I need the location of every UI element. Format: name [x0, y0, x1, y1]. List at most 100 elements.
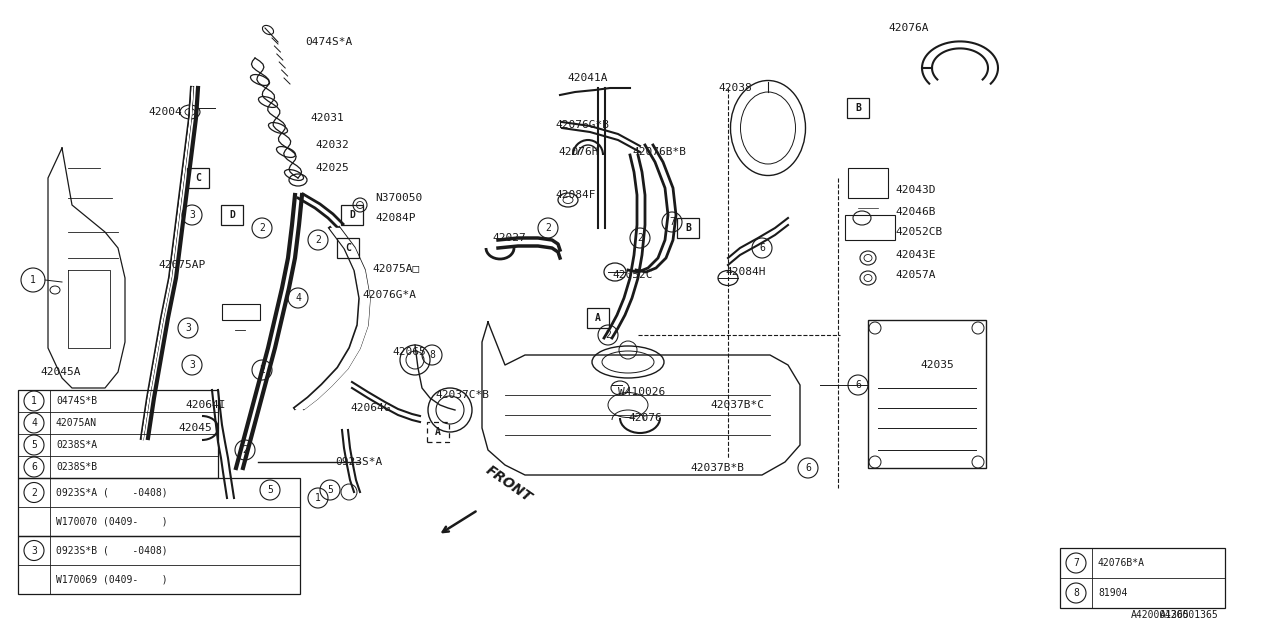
Bar: [221, 205, 243, 225]
Text: 2: 2: [259, 223, 265, 233]
Text: 42076G*B: 42076G*B: [556, 120, 609, 130]
Text: 42084H: 42084H: [724, 267, 765, 277]
Bar: [847, 98, 869, 118]
Text: 2: 2: [545, 223, 550, 233]
Bar: [18, 536, 300, 594]
Text: 5: 5: [268, 485, 273, 495]
Text: 42043E: 42043E: [895, 250, 936, 260]
Text: 2: 2: [259, 365, 265, 375]
Text: C: C: [195, 173, 201, 183]
Text: 42076B*A: 42076B*A: [1098, 558, 1146, 568]
Text: 42076A: 42076A: [888, 23, 928, 33]
Text: 42037B*C: 42037B*C: [710, 400, 764, 410]
Text: 42046B: 42046B: [895, 207, 936, 217]
Text: B: B: [685, 223, 691, 233]
Text: 1: 1: [31, 396, 37, 406]
Text: 2: 2: [242, 445, 248, 455]
Text: 2: 2: [605, 330, 611, 340]
Text: 42076B*B: 42076B*B: [632, 147, 686, 157]
Text: 42052C: 42052C: [612, 270, 653, 280]
Text: A420001365: A420001365: [1160, 610, 1219, 620]
Bar: [845, 215, 895, 240]
Text: 42035: 42035: [920, 360, 954, 370]
Bar: [849, 168, 888, 198]
Text: 6: 6: [855, 380, 861, 390]
Text: 6: 6: [759, 243, 765, 253]
Text: 3: 3: [189, 210, 195, 220]
Text: 42084P: 42084P: [375, 213, 416, 223]
Text: 2: 2: [31, 488, 37, 497]
Text: 5: 5: [328, 485, 333, 495]
Bar: [221, 304, 260, 320]
Bar: [340, 205, 364, 225]
Text: W170070 (0409-    ): W170070 (0409- ): [56, 516, 168, 527]
Text: W410026: W410026: [618, 387, 666, 397]
Text: D: D: [349, 210, 355, 220]
Text: 0238S*B: 0238S*B: [56, 462, 97, 472]
Text: 42052CB: 42052CB: [895, 227, 942, 237]
Text: 42076G*A: 42076G*A: [362, 290, 416, 300]
Text: 42076H: 42076H: [558, 147, 599, 157]
Text: 0238S*A: 0238S*A: [56, 440, 97, 450]
Text: 42075A□: 42075A□: [372, 263, 420, 273]
Text: 6: 6: [31, 462, 37, 472]
Text: C: C: [346, 243, 351, 253]
Text: 0923S*B (    -0408): 0923S*B ( -0408): [56, 545, 168, 556]
Text: 8: 8: [1073, 588, 1079, 598]
Text: 81904: 81904: [1098, 588, 1128, 598]
Text: 0474S*B: 0474S*B: [56, 396, 97, 406]
Text: FRONT: FRONT: [483, 463, 535, 505]
Text: 0923S*A (    -0408): 0923S*A ( -0408): [56, 488, 168, 497]
Text: 42045: 42045: [178, 423, 211, 433]
Text: A: A: [595, 313, 600, 323]
Text: 42032: 42032: [315, 140, 348, 150]
Bar: [18, 390, 218, 478]
Text: 42075AN: 42075AN: [56, 418, 97, 428]
Text: 2: 2: [637, 233, 643, 243]
Text: 42038: 42038: [718, 83, 751, 93]
Text: 42045A: 42045A: [40, 367, 81, 377]
Text: 42076: 42076: [628, 413, 662, 423]
Bar: [187, 168, 209, 188]
Text: 3: 3: [189, 360, 195, 370]
Text: 42075AP: 42075AP: [157, 260, 205, 270]
Text: 5: 5: [31, 440, 37, 450]
Text: 42084F: 42084F: [556, 190, 595, 200]
Text: 0923S*A: 0923S*A: [335, 457, 383, 467]
Text: 42004: 42004: [148, 107, 182, 117]
Text: 42057A: 42057A: [895, 270, 936, 280]
Text: 42031: 42031: [310, 113, 344, 123]
Text: 7: 7: [669, 217, 675, 227]
Text: A420001365: A420001365: [1130, 610, 1189, 620]
Text: B: B: [855, 103, 861, 113]
Text: 1: 1: [29, 275, 36, 285]
Text: 42043D: 42043D: [895, 185, 936, 195]
Text: 42064I: 42064I: [186, 400, 225, 410]
Text: 2: 2: [315, 235, 321, 245]
Text: W170069 (0409-    ): W170069 (0409- ): [56, 575, 168, 584]
Text: D: D: [229, 210, 236, 220]
Text: 4: 4: [296, 293, 301, 303]
Text: 42037B*B: 42037B*B: [690, 463, 744, 473]
Bar: [677, 218, 699, 238]
Text: 7: 7: [1073, 558, 1079, 568]
Text: 42065: 42065: [392, 347, 426, 357]
Text: 8: 8: [429, 350, 435, 360]
Text: 42041A: 42041A: [567, 73, 608, 83]
Text: N370050: N370050: [375, 193, 422, 203]
Text: 1: 1: [315, 493, 321, 503]
Bar: [428, 422, 449, 442]
Text: 42025: 42025: [315, 163, 348, 173]
Text: A: A: [435, 427, 440, 437]
Bar: [1060, 548, 1225, 608]
Bar: [588, 308, 609, 328]
Text: 0474S*A: 0474S*A: [305, 37, 352, 47]
Text: 42064G: 42064G: [349, 403, 390, 413]
Text: 3: 3: [186, 323, 191, 333]
Text: 42037C*B: 42037C*B: [435, 390, 489, 400]
Bar: [18, 478, 300, 536]
Text: 42027: 42027: [492, 233, 526, 243]
Text: 4: 4: [31, 418, 37, 428]
Text: 3: 3: [31, 545, 37, 556]
Text: 6: 6: [805, 463, 812, 473]
